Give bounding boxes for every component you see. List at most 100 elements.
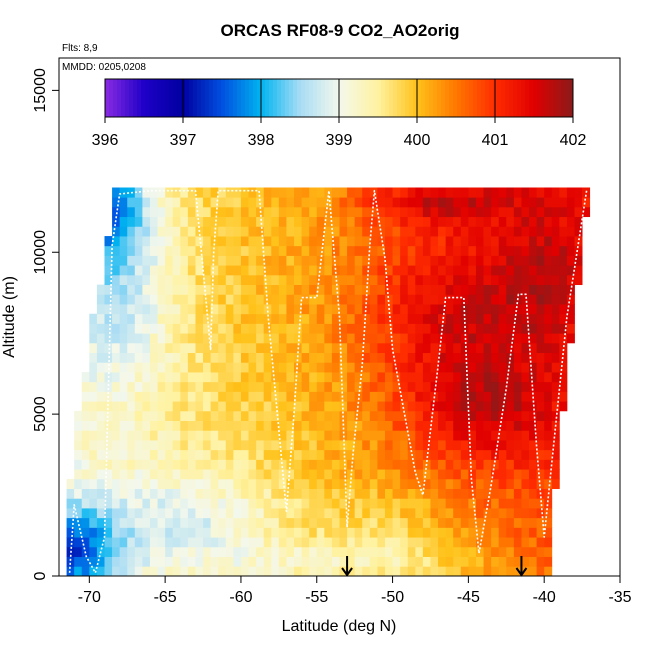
heatmap-cell: [233, 362, 242, 373]
heatmap-cell: [415, 265, 424, 276]
heatmap-cell: [430, 274, 439, 286]
heatmap-cell: [294, 245, 302, 256]
heatmap-cell: [498, 274, 507, 286]
heatmap-cell: [96, 537, 105, 548]
heatmap-cell: [134, 556, 143, 567]
heatmap-cell: [248, 546, 257, 557]
heatmap-cell: [475, 342, 484, 354]
heatmap-cell: [180, 294, 189, 305]
heatmap-cell: [104, 342, 113, 354]
heatmap-cell: [256, 517, 265, 528]
heatmap-cell: [157, 352, 166, 363]
colorbar-swatch: [273, 79, 278, 117]
heatmap-cell: [483, 245, 492, 256]
heatmap-cell: [301, 274, 310, 286]
heatmap-cell: [233, 226, 242, 237]
heatmap-cell: [392, 245, 401, 256]
heatmap-cell: [460, 469, 469, 480]
heatmap-cell: [460, 197, 469, 208]
heatmap-cell: [551, 236, 560, 247]
heatmap-cell: [354, 313, 363, 324]
heatmap-cell: [551, 206, 560, 218]
heatmap-cell: [127, 304, 136, 315]
heatmap-cell: [506, 362, 515, 373]
latitude-markers: [341, 556, 528, 577]
heatmap-cell: [551, 255, 560, 266]
heatmap-cell: [256, 546, 265, 557]
heatmap-cell: [286, 333, 295, 344]
heatmap-cell: [210, 216, 219, 227]
heatmap-cell: [256, 537, 265, 548]
heatmap-cell: [574, 197, 583, 208]
heatmap-cell: [218, 440, 227, 451]
heatmap-cell: [475, 236, 484, 247]
heatmap-cell: [278, 245, 287, 256]
heatmap-cell: [415, 333, 424, 344]
heatmap-cell: [81, 517, 90, 528]
heatmap-cell: [491, 304, 500, 315]
heatmap-cell: [384, 546, 393, 557]
heatmap-cell: [521, 206, 530, 218]
heatmap-cell: [506, 226, 515, 237]
heatmap-cell: [324, 430, 333, 441]
heatmap-cell: [309, 410, 318, 421]
heatmap-cell: [392, 333, 401, 344]
heatmap-cell: [180, 352, 189, 363]
heatmap-cell: [165, 449, 174, 460]
arrow-marker: [341, 556, 353, 577]
heatmap-cell: [195, 265, 204, 276]
heatmap-cell: [468, 440, 477, 451]
x-tick-label: -55: [305, 589, 328, 606]
heatmap-cell: [529, 449, 538, 460]
heatmap-cell: [142, 304, 151, 315]
heatmap-cell: [119, 323, 128, 334]
heatmap-cell: [180, 245, 189, 256]
heatmap-cell: [529, 313, 538, 324]
heatmap-cell: [104, 362, 113, 373]
heatmap-cell: [491, 430, 500, 441]
heatmap-cell: [559, 362, 568, 373]
heatmap-cell: [347, 323, 356, 334]
heatmap-cell: [475, 401, 484, 412]
heatmap-cell: [112, 372, 121, 383]
heatmap-cell: [438, 187, 447, 198]
heatmap-cell: [521, 333, 530, 344]
heatmap-cell: [422, 381, 431, 392]
colorbar-swatch: [569, 79, 574, 117]
heatmap-cell: [536, 459, 545, 470]
heatmap-cell: [248, 187, 257, 198]
heatmap-cell: [134, 352, 143, 363]
heatmap-cell: [210, 478, 219, 489]
heatmap-cell: [377, 197, 386, 208]
heatmap-cell: [225, 440, 234, 451]
heatmap-cell: [81, 469, 90, 480]
heatmap-cell: [104, 517, 113, 528]
heatmap-cell: [483, 546, 492, 557]
heatmap-cell: [210, 420, 219, 431]
heatmap-cell: [203, 333, 212, 344]
heatmap-cell: [536, 352, 545, 363]
heatmap-cell: [377, 469, 386, 480]
colorbar-swatch: [157, 79, 162, 117]
heatmap-cell: [536, 265, 545, 276]
heatmap-cell: [210, 294, 219, 305]
heatmap-cell: [240, 206, 249, 218]
heatmap-cell: [134, 265, 143, 276]
heatmap-cell: [445, 294, 454, 305]
heatmap-cell: [286, 236, 295, 247]
heatmap-cell: [157, 323, 166, 334]
heatmap-cell: [407, 488, 416, 499]
heatmap-cell: [347, 459, 356, 470]
heatmap-cell: [172, 517, 181, 528]
heatmap-cell: [309, 284, 318, 295]
heatmap-cell: [415, 226, 424, 237]
heatmap-cell: [89, 546, 98, 557]
heatmap-cell: [112, 265, 121, 276]
heatmap-cell: [149, 566, 158, 577]
heatmap-cell: [521, 478, 530, 489]
heatmap-cell: [271, 197, 280, 208]
heatmap-cell: [172, 255, 181, 266]
heatmap-cell: [438, 236, 447, 247]
heatmap-cell: [407, 197, 416, 208]
heatmap-cell: [187, 430, 196, 441]
